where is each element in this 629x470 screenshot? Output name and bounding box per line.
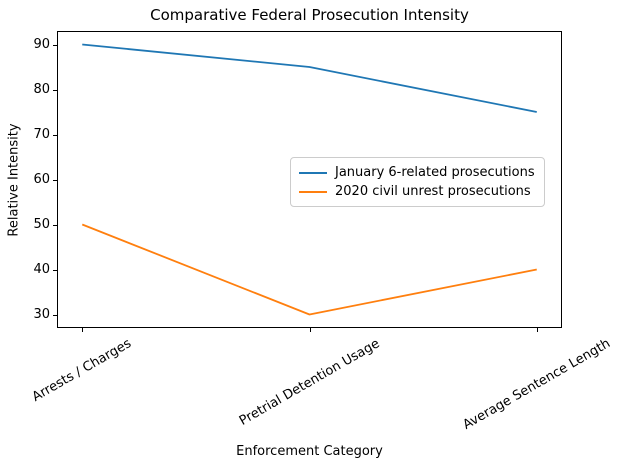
y-tick-mark — [53, 314, 57, 316]
chart-title: Comparative Federal Prosecution Intensit… — [150, 6, 469, 24]
legend-line-sample-series-0 — [299, 171, 327, 174]
y-tick-mark — [53, 269, 57, 271]
y-tick-mark — [53, 44, 57, 46]
legend-line-sample-series-1 — [299, 190, 327, 193]
x-tick-label: Pretrial Detention Usage — [236, 335, 383, 429]
y-tick-label: 40 — [33, 262, 50, 277]
legend-label: January 6-related prosecutions — [335, 165, 535, 180]
y-tick-mark — [53, 89, 57, 91]
y-tick-mark — [53, 224, 57, 226]
x-axis-label: Enforcement Category — [236, 444, 383, 459]
legend-label: 2020 civil unrest prosecutions — [335, 184, 531, 199]
x-tick-mark — [536, 328, 538, 332]
legend: January 6-related prosecutions 2020 civi… — [290, 157, 545, 207]
x-tick-mark — [309, 328, 311, 332]
legend-item: 2020 civil unrest prosecutions — [299, 182, 535, 201]
y-tick-mark — [53, 134, 57, 136]
y-tick-label: 30 — [33, 307, 50, 322]
y-tick-label: 80 — [33, 82, 50, 97]
y-tick-label: 70 — [33, 127, 50, 142]
x-tick-label: Arrests / Charges — [29, 336, 135, 405]
y-tick-mark — [53, 179, 57, 181]
x-tick-mark — [82, 328, 84, 332]
y-tick-label: 90 — [33, 37, 50, 52]
legend-item: January 6-related prosecutions — [299, 163, 535, 182]
x-tick-label: Average Sentence Length — [460, 335, 614, 433]
y-tick-label: 50 — [33, 217, 50, 232]
y-tick-label: 60 — [33, 172, 50, 187]
